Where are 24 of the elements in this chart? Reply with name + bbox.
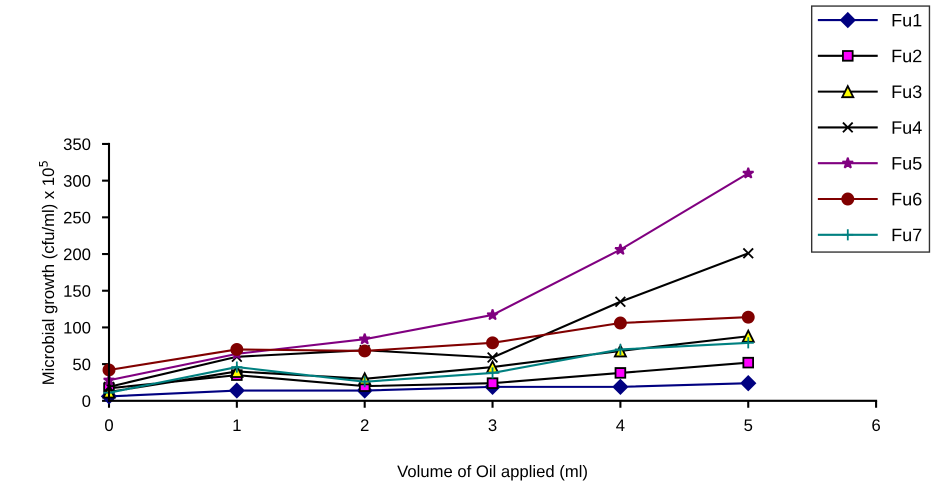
y-tick-label: 50 xyxy=(73,358,90,370)
legend-label: Fu2 xyxy=(892,50,922,62)
legend-label: Fu5 xyxy=(892,157,922,170)
y-tick-label: 350 xyxy=(64,138,90,150)
y-tick-label: 0 xyxy=(82,395,90,408)
x-tick-label: 4 xyxy=(616,419,625,431)
y-tick-label: 100 xyxy=(64,322,90,334)
legend-label: Fu4 xyxy=(892,121,922,134)
x-tick-label: 6 xyxy=(872,419,880,432)
legend-label: Fu1 xyxy=(892,14,922,27)
y-tick-label: 250 xyxy=(64,212,90,224)
y-tick-label: 200 xyxy=(64,248,90,260)
x-tick-label: 2 xyxy=(360,419,368,431)
y-tick-label: 300 xyxy=(64,175,90,187)
x-axis-title: Volume of Oil applied (ml) xyxy=(397,464,587,480)
x-tick-label: 0 xyxy=(105,419,113,432)
y-axis-title: Microbial growth (cfu/ml) x 10$^{5}$ xyxy=(39,161,58,384)
x-tick-label: 5 xyxy=(744,419,752,432)
legend-label: Fu3 xyxy=(892,85,922,98)
x-tick-label: 3 xyxy=(488,419,496,432)
legend-label: Fu7 xyxy=(892,228,922,242)
y-tick-label: 150 xyxy=(64,285,90,297)
legend-label: Fu6 xyxy=(892,192,922,206)
x-tick-label: 1 xyxy=(233,419,241,431)
